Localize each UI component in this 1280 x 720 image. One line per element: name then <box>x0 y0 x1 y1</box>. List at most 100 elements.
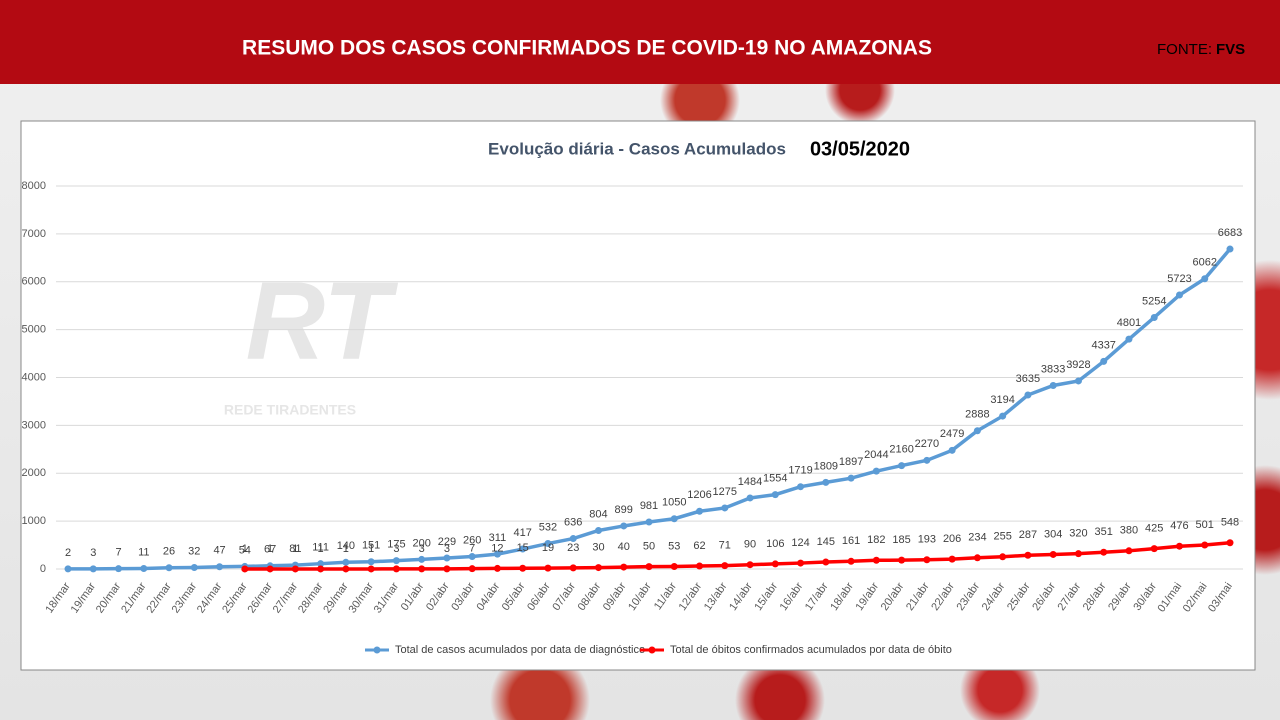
data-point <box>696 562 704 570</box>
data-point <box>1175 291 1183 299</box>
data-point <box>746 561 754 569</box>
data-point <box>190 563 198 571</box>
data-label: 2888 <box>965 409 989 421</box>
y-tick-label: 2000 <box>22 467 46 479</box>
data-label: 53 <box>668 540 680 552</box>
data-point <box>317 565 325 573</box>
data-point <box>620 522 628 530</box>
data-point <box>342 565 350 573</box>
data-label: 111 <box>312 542 329 554</box>
data-point <box>999 412 1007 420</box>
data-point <box>392 565 400 573</box>
data-label: 4801 <box>1117 317 1141 329</box>
data-point <box>923 556 931 564</box>
data-label: 3 <box>419 543 425 555</box>
data-point <box>569 564 577 572</box>
data-point <box>367 558 375 566</box>
data-label: 2270 <box>915 438 939 450</box>
data-point <box>645 563 653 571</box>
data-label: 106 <box>766 538 784 550</box>
data-point <box>64 565 72 573</box>
data-label: 1275 <box>713 486 737 498</box>
data-label: 3 <box>444 543 450 555</box>
data-point <box>1049 381 1057 389</box>
data-point <box>1226 539 1234 547</box>
data-label: 1 <box>368 543 374 555</box>
data-point <box>1024 391 1032 399</box>
data-label: 62 <box>693 540 705 552</box>
data-point <box>670 562 678 570</box>
data-label: 71 <box>719 540 731 552</box>
data-label: 311 <box>489 532 507 544</box>
data-label: 40 <box>618 541 630 553</box>
series-line <box>244 541 1231 571</box>
data-point <box>1150 313 1158 321</box>
data-point <box>645 518 653 526</box>
data-point <box>670 515 678 523</box>
chart-date: 03/05/2020 <box>810 138 910 160</box>
data-label: 229 <box>438 536 456 548</box>
data-point <box>771 560 779 568</box>
data-label: 981 <box>640 500 658 512</box>
data-label: 26 <box>163 546 175 558</box>
y-tick-label: 5000 <box>22 324 46 336</box>
data-point <box>89 565 97 573</box>
data-point <box>1024 551 1032 559</box>
data-point <box>696 507 704 515</box>
data-label: 425 <box>1145 523 1163 535</box>
y-tick-label: 0 <box>40 563 46 575</box>
data-label: 1050 <box>662 497 686 509</box>
data-label: 3 <box>90 547 96 559</box>
data-label: 54 <box>239 544 251 556</box>
data-label: 182 <box>867 534 885 546</box>
data-point <box>418 565 426 573</box>
data-point <box>519 545 527 553</box>
data-point <box>721 504 729 512</box>
data-point <box>771 491 779 499</box>
data-label: 1554 <box>763 473 787 485</box>
data-label: 501 <box>1196 519 1214 531</box>
data-point <box>1125 335 1133 343</box>
data-point <box>822 558 830 566</box>
data-point <box>165 564 173 572</box>
data-label: 206 <box>943 533 961 545</box>
data-point <box>797 559 805 567</box>
data-label: 1 <box>343 543 349 555</box>
data-label: 899 <box>615 504 633 516</box>
legend-marker <box>648 646 656 654</box>
data-point <box>898 462 906 470</box>
data-label: 11 <box>138 546 149 558</box>
data-label: 193 <box>918 534 936 546</box>
data-point <box>1049 550 1057 558</box>
data-point <box>115 565 123 573</box>
data-point <box>291 565 299 573</box>
data-label: 4337 <box>1091 339 1115 351</box>
data-label: 234 <box>968 532 986 544</box>
data-label: 5254 <box>1142 295 1166 307</box>
chart-title: Evolução diária - Casos Acumulados <box>488 139 786 158</box>
data-label: 417 <box>514 527 532 539</box>
data-label: 304 <box>1044 528 1062 540</box>
data-point <box>973 554 981 562</box>
header-bar <box>0 0 1280 84</box>
chart-panel <box>20 120 1256 671</box>
data-label: 3635 <box>1016 373 1040 385</box>
data-point <box>1125 547 1133 555</box>
data-label: 3833 <box>1041 363 1065 375</box>
y-tick-label: 3000 <box>22 419 46 431</box>
data-label: 1809 <box>814 460 838 472</box>
data-point <box>1175 542 1183 550</box>
legend-label: Total de casos acumulados por data de di… <box>395 644 645 656</box>
data-label: 1 <box>318 543 324 555</box>
data-label: 255 <box>993 531 1011 543</box>
data-point <box>266 565 274 573</box>
data-label: 3928 <box>1066 359 1090 371</box>
data-point <box>443 554 451 562</box>
data-label: 1719 <box>788 465 812 477</box>
data-label: 1 <box>242 543 248 555</box>
data-label: 12 <box>491 542 503 554</box>
data-label: 140 <box>337 540 355 552</box>
data-point <box>999 553 1007 561</box>
data-label: 145 <box>817 536 835 548</box>
